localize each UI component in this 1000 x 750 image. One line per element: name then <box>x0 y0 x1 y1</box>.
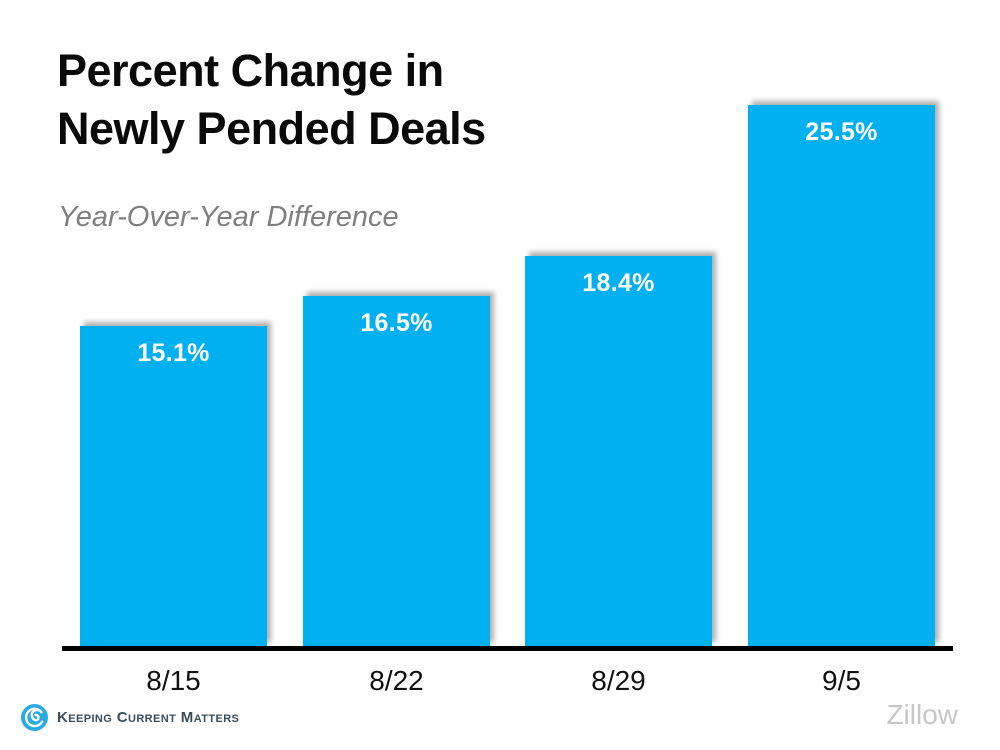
x-tick-label: 8/29 <box>591 665 646 696</box>
bar-8/22: 16.5% <box>303 296 490 646</box>
kcm-brand-text: Keeping Current Matters <box>57 709 240 726</box>
bar-value-label: 16.5% <box>360 309 433 337</box>
bar-9/5: 25.5% <box>748 105 935 646</box>
bar-value-label: 18.4% <box>582 269 655 297</box>
x-tick-label: 9/5 <box>822 665 861 696</box>
kcm-logo: Keeping Current Matters <box>20 703 239 732</box>
bar-value-label: 25.5% <box>805 118 878 146</box>
chart-title-line-2: Newly Pended Deals <box>57 103 486 154</box>
bar-8/15: 15.1% <box>80 326 267 646</box>
chart-title: Percent Change in Newly Pended Deals <box>57 42 486 158</box>
kcm-swirl-icon <box>21 704 48 731</box>
source-attribution: Zillow <box>886 699 958 730</box>
bar-8/29: 18.4% <box>525 256 712 646</box>
x-axis-line <box>62 646 953 651</box>
chart-subtitle: Year-Over-Year Difference <box>58 201 399 233</box>
chart-title-line-1: Percent Change in <box>57 45 444 96</box>
bar-value-label: 15.1% <box>137 339 210 367</box>
x-tick-label: 8/22 <box>369 665 424 696</box>
x-axis-labels: 8/15 8/22 8/29 9/5 <box>0 665 1000 699</box>
x-tick-label: 8/15 <box>146 665 201 696</box>
